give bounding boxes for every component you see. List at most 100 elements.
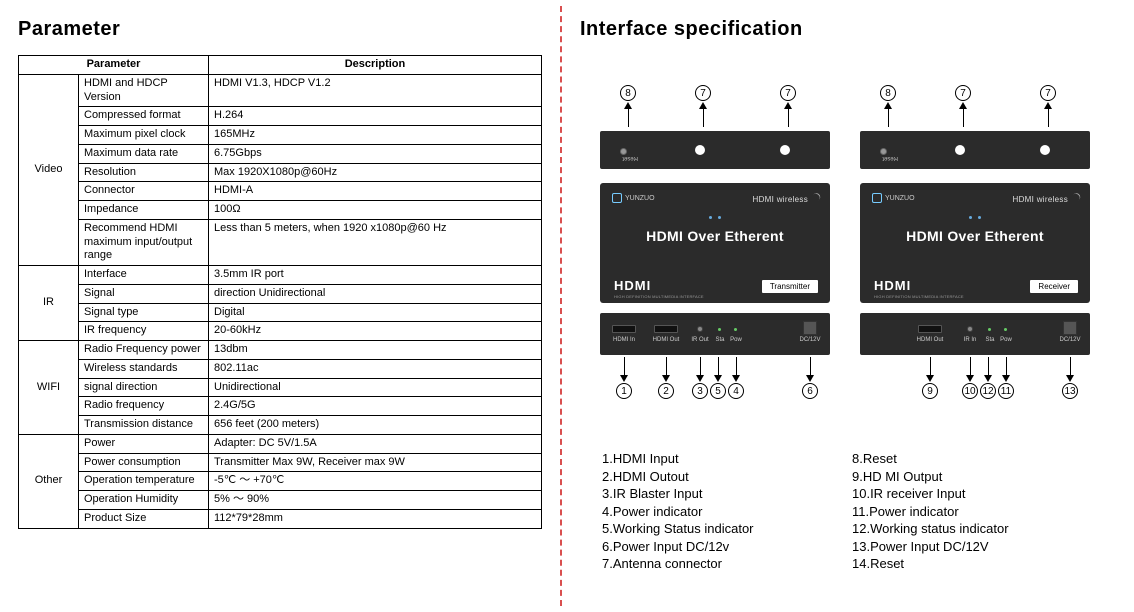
device-title: HDMI Over Etherent <box>600 228 830 244</box>
desc-cell: 656 feet (200 meters) <box>209 416 542 435</box>
category-cell: WIFI <box>19 341 79 435</box>
desc-cell: 20-60kHz <box>209 322 542 341</box>
callout-line <box>703 109 704 127</box>
antenna-dot <box>695 145 705 155</box>
callout-number: 5 <box>710 383 726 399</box>
param-cell: Radio Frequency power <box>79 341 209 360</box>
desc-cell: 3.5mm IR port <box>209 266 542 285</box>
port-label: DC/12V <box>1059 337 1080 343</box>
spec-table: Parameter Description VideoHDMI and HDCP… <box>18 55 542 529</box>
param-cell: Maximum pixel clock <box>79 126 209 145</box>
param-cell: IR frequency <box>79 322 209 341</box>
device-title: HDMI Over Etherent <box>860 228 1090 244</box>
port-label: Sta <box>715 337 724 343</box>
category-cell: Other <box>19 434 79 528</box>
legend-left: 1.HDMI Input2.HDMI Outout3.IR Blaster In… <box>602 450 754 573</box>
param-cell: Power <box>79 434 209 453</box>
legend-item: 1.HDMI Input <box>602 450 754 468</box>
arrow-icon <box>732 375 740 382</box>
callout: 7 <box>695 85 711 127</box>
hdmi-sub: HIGH DEFINITION MULTIMEDIA INTERFACE <box>874 294 964 299</box>
reset-dot <box>880 148 887 155</box>
param-cell: Compressed format <box>79 107 209 126</box>
table-row: Maximum data rate6.75Gbps <box>19 144 542 163</box>
brand-icon <box>612 193 622 203</box>
callout-number: 7 <box>1040 85 1056 101</box>
arrow-icon <box>1044 102 1052 109</box>
arrow-icon <box>984 375 992 382</box>
callout: 2 <box>658 357 674 399</box>
desc-cell: 6.75Gbps <box>209 144 542 163</box>
category-cell: Video <box>19 74 79 265</box>
right-heading: Interface specification <box>580 18 1122 41</box>
callout-line <box>1070 357 1071 375</box>
arrow-icon <box>926 375 934 382</box>
port-label: Sta <box>985 337 994 343</box>
callout-line <box>666 357 667 375</box>
desc-cell: 2.4G/5G <box>209 397 542 416</box>
antenna-dot <box>780 145 790 155</box>
desc-cell: H.264 <box>209 107 542 126</box>
param-cell: signal direction <box>79 378 209 397</box>
table-row: OtherPowerAdapter: DC 5V/1.5A <box>19 434 542 453</box>
port-label: DC/12V <box>799 337 820 343</box>
desc-cell: Less than 5 meters, when 1920 x1080p@60 … <box>209 219 542 265</box>
wifi-label: HDMI wireless <box>753 193 820 204</box>
desc-cell: Digital <box>209 303 542 322</box>
param-cell: Power consumption <box>79 453 209 472</box>
port-label: Pow <box>1000 337 1012 343</box>
param-cell: Operation temperature <box>79 472 209 491</box>
callout-number: 13 <box>1062 383 1078 399</box>
brand-label: YUNZUO <box>612 193 655 203</box>
port-label: HDMI Out <box>653 337 680 343</box>
param-cell: Impedance <box>79 201 209 220</box>
callout-number: 9 <box>922 383 938 399</box>
device-top-strip: Reset <box>860 131 1090 169</box>
callout-line <box>700 357 701 375</box>
param-cell: Recommend HDMI maximum input/output rang… <box>79 219 209 265</box>
desc-cell: Adapter: DC 5V/1.5A <box>209 434 542 453</box>
hdmi-logo: HDMI <box>874 278 911 293</box>
callout: 6 <box>802 357 818 399</box>
callout: 12 <box>980 357 996 399</box>
param-cell: Radio frequency <box>79 397 209 416</box>
desc-cell: 112*79*28mm <box>209 509 542 528</box>
desc-cell: Unidirectional <box>209 378 542 397</box>
legend-item: 6.Power Input DC/12v <box>602 538 754 556</box>
callout-number: 3 <box>692 383 708 399</box>
callout-line <box>963 109 964 127</box>
led-indicators <box>969 216 981 219</box>
callout-line <box>624 357 625 375</box>
callout-line <box>718 357 719 375</box>
callout-line <box>970 357 971 375</box>
table-row: Operation temperature-5℃ ～ +70℃ <box>19 472 542 491</box>
brand-label: YUNZUO <box>872 193 915 203</box>
device-face: YUNZUOHDMI wirelessHDMI Over EtherentHDM… <box>860 183 1090 303</box>
callout: 8 <box>620 85 636 127</box>
legend-item: 5.Working Status indicator <box>602 520 754 538</box>
jack-port <box>967 326 973 332</box>
param-cell: Maximum data rate <box>79 144 209 163</box>
legend-item: 10.IR receiver Input <box>852 485 1009 503</box>
role-badge: Transmitter <box>762 280 818 293</box>
param-cell: Signal type <box>79 303 209 322</box>
antenna-dot <box>955 145 965 155</box>
hdmi-port <box>654 325 678 333</box>
arrow-icon <box>699 102 707 109</box>
callout-line <box>1006 357 1007 375</box>
header-parameter: Parameter <box>19 56 209 75</box>
device-face: YUNZUOHDMI wirelessHDMI Over EtherentHDM… <box>600 183 830 303</box>
table-row: Operation Humidity5% ～ 90% <box>19 491 542 510</box>
interface-diagram: 8 7 7 Reset YUNZUO HDMI wireless HDMI Over Eth… <box>580 55 1110 455</box>
arrow-icon <box>806 375 814 382</box>
arrow-icon <box>714 375 722 382</box>
legend-item: 8.Reset <box>852 450 1009 468</box>
table-row: Product Size112*79*28mm <box>19 509 542 528</box>
led-indicators <box>709 216 721 219</box>
table-row: ConnectorHDMI-A <box>19 182 542 201</box>
arrow-icon <box>784 102 792 109</box>
callout-number: 7 <box>695 85 711 101</box>
arrow-icon <box>620 375 628 382</box>
desc-cell: Transmitter Max 9W, Receiver max 9W <box>209 453 542 472</box>
legend-item: 2.HDMI Outout <box>602 468 754 486</box>
